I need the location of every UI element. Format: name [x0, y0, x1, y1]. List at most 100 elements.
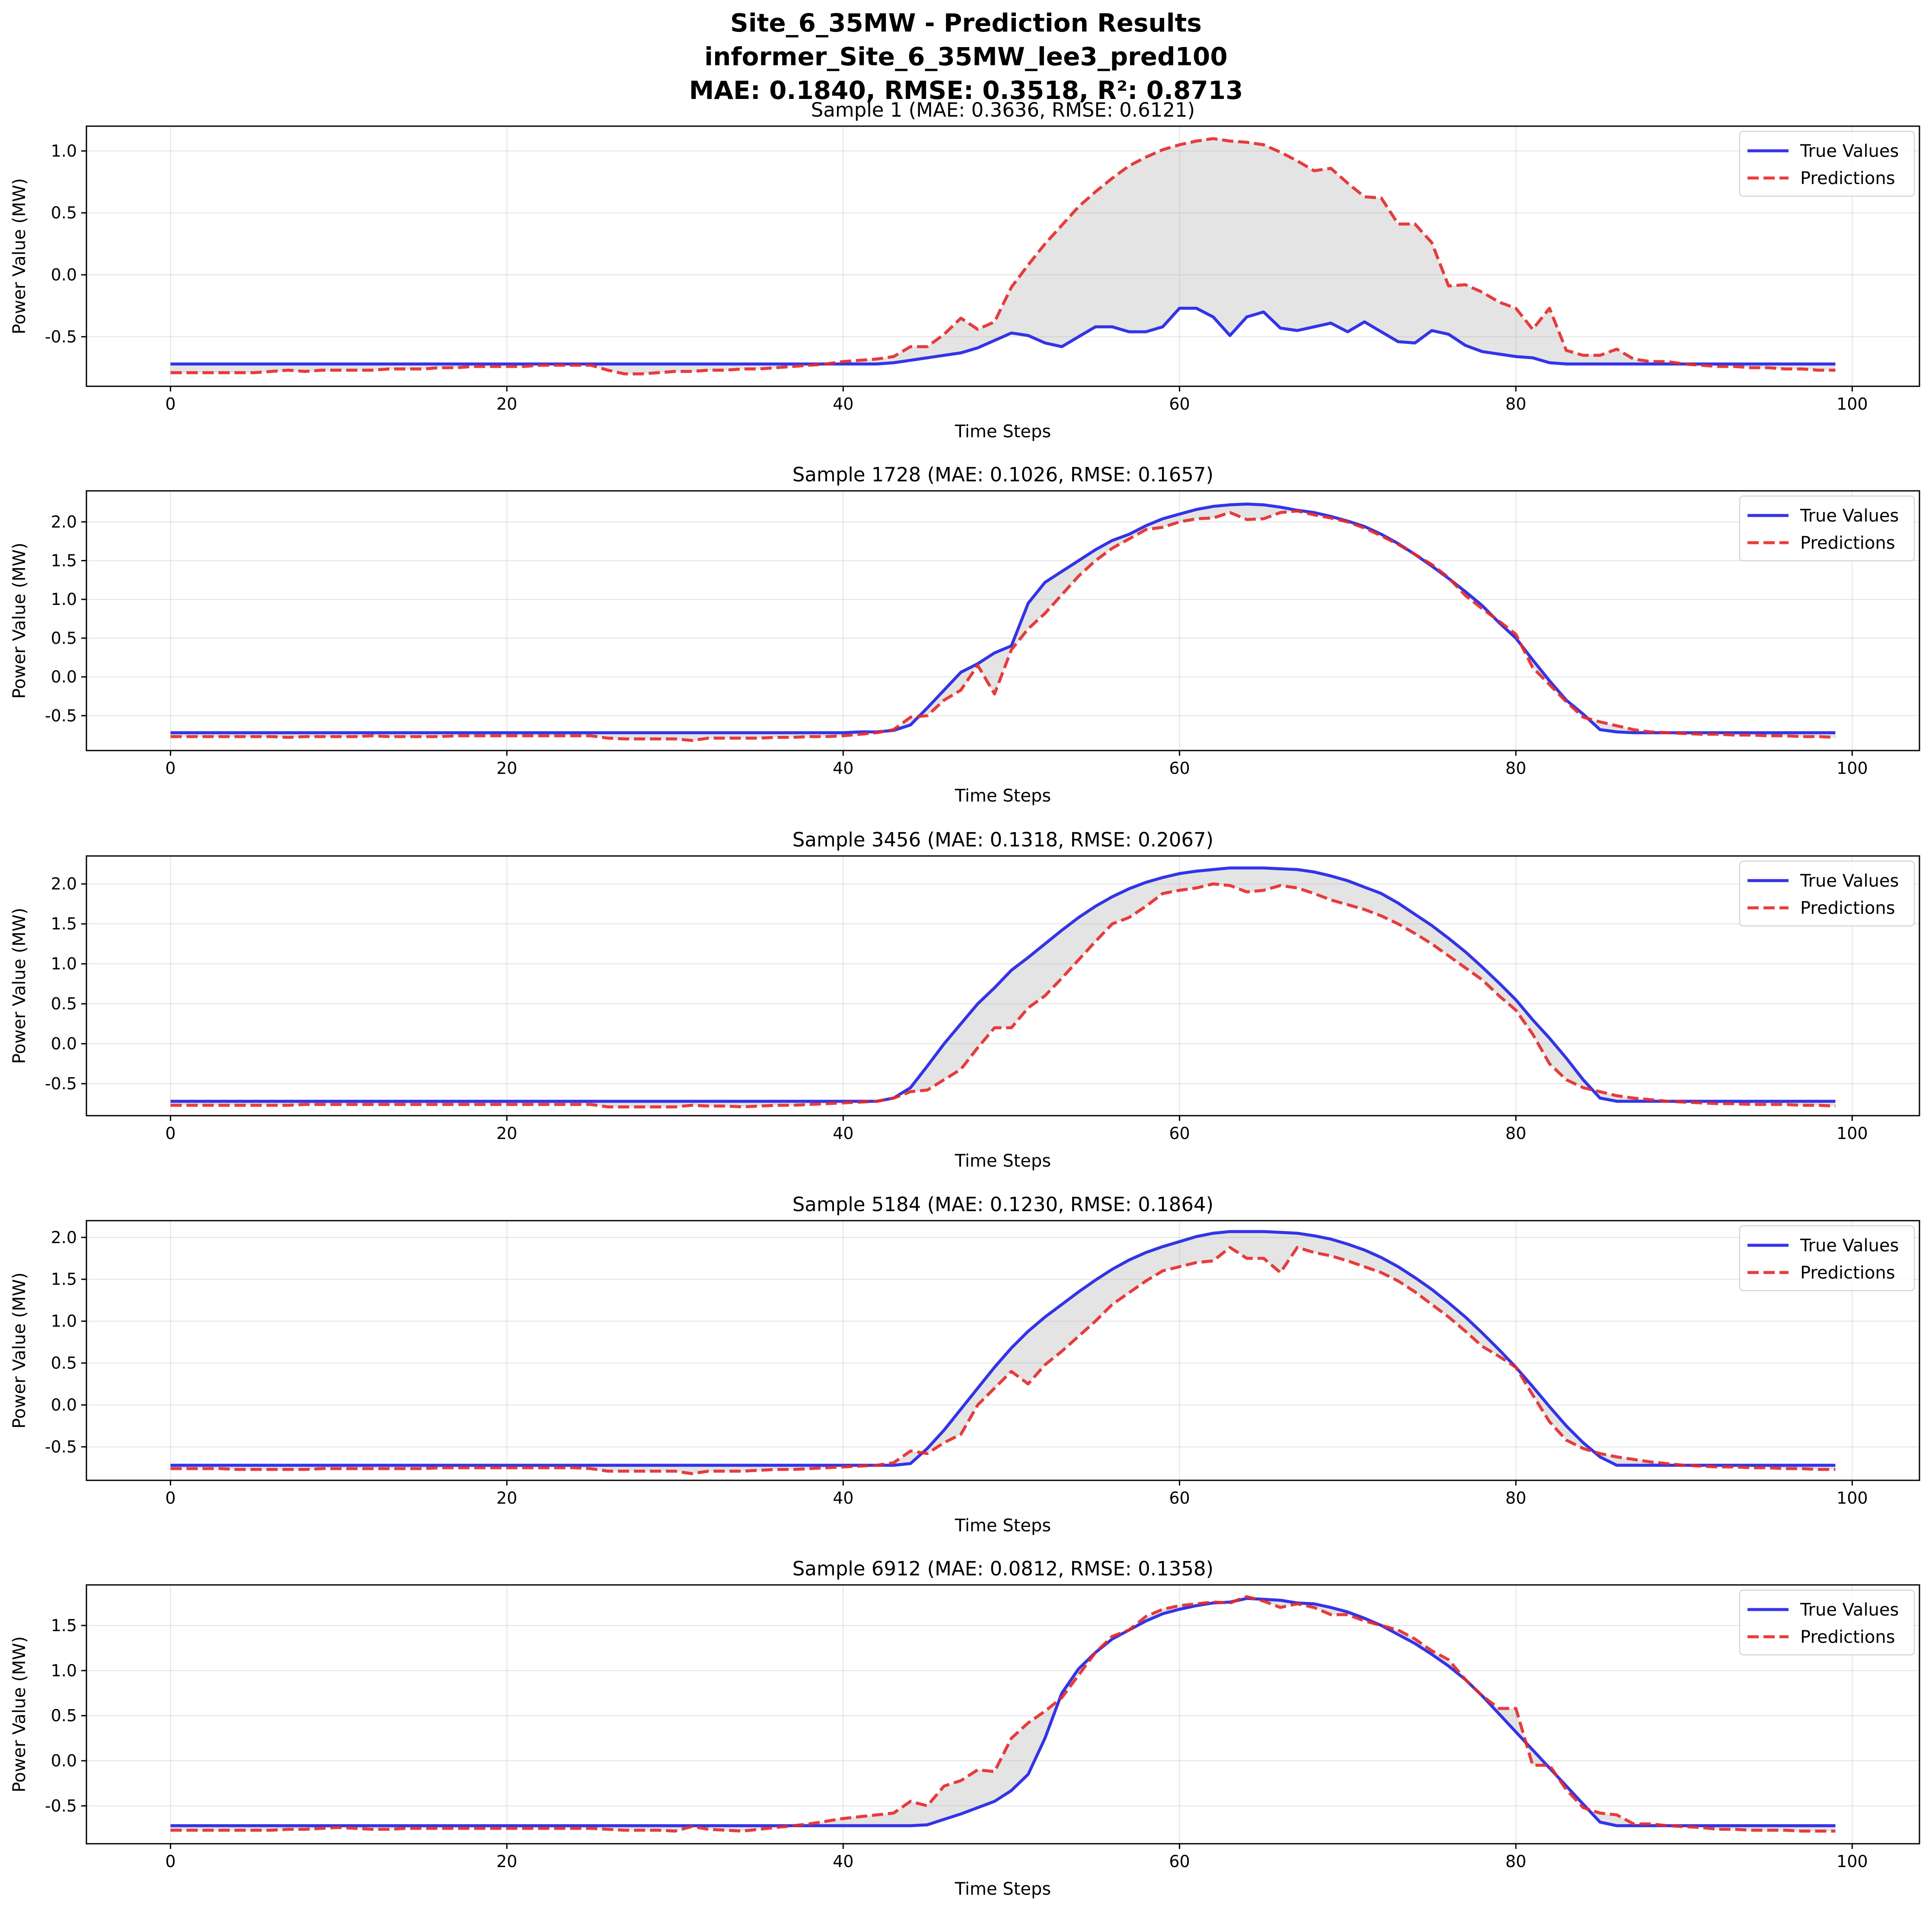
true-values-line: [170, 306, 1836, 366]
legend-predictions-label: Predictions: [1800, 533, 1895, 553]
y-tick-label: 2.0: [51, 512, 77, 531]
legend-true-values-label: True Values: [1800, 141, 1899, 161]
figure-title-line-2: informer_Site_6_35MW_lee3_pred100: [704, 42, 1228, 71]
y-tick-label: 1.0: [51, 590, 77, 609]
legend-predictions-label: Predictions: [1800, 898, 1895, 918]
x-tick-label: 40: [833, 1124, 853, 1143]
x-tick-label: 80: [1505, 1124, 1526, 1143]
x-tick-label: 0: [165, 1852, 175, 1871]
error-fill-area: [170, 1597, 1836, 1831]
x-tick-label: 20: [497, 1489, 517, 1508]
y-tick-label: 0.5: [51, 1706, 77, 1725]
panel-title: Sample 1 (MAE: 0.3636, RMSE: 0.6121): [811, 99, 1195, 121]
legend-box: [1739, 1225, 1915, 1291]
x-tick-label: 80: [1505, 759, 1526, 778]
legend-true-values-label: True Values: [1800, 1236, 1899, 1256]
y-tick-label: 0.5: [51, 1354, 77, 1373]
y-tick-label: 1.0: [51, 141, 77, 160]
x-tick-label: 60: [1169, 394, 1190, 414]
chart-panel-1: Sample 1 (MAE: 0.3636, RMSE: 0.6121) 0 20 4…: [10, 99, 1920, 442]
x-tick-label: 80: [1505, 1852, 1526, 1871]
plot-frame: [86, 1220, 1920, 1481]
x-tick-label: 100: [1837, 759, 1868, 778]
y-tick-label: 1.0: [51, 1312, 77, 1331]
y-tick-label: -0.5: [45, 1437, 77, 1456]
true-values-line: [170, 1597, 1836, 1827]
legend: True Values Predictions: [1739, 131, 1915, 197]
predictions-line: [170, 509, 1836, 742]
plot-frame: [86, 125, 1920, 387]
y-tick-label: 0.0: [51, 265, 77, 284]
x-tick-label: 0: [165, 394, 175, 414]
legend: True Values Predictions: [1739, 861, 1915, 926]
y-tick-label: 0.0: [51, 668, 77, 687]
error-fill-area: [170, 504, 1836, 741]
true-values-line: [170, 1230, 1836, 1467]
y-tick-label: -0.5: [45, 1074, 77, 1093]
x-axis-label: Time Steps: [955, 1516, 1051, 1536]
y-axis-label: Power Value (MW): [10, 543, 29, 699]
x-tick-label: 80: [1505, 394, 1526, 414]
x-axis-label: Time Steps: [955, 1151, 1051, 1171]
x-tick-label: 100: [1837, 1852, 1868, 1871]
x-tick-label: 100: [1837, 1124, 1868, 1143]
legend: True Values Predictions: [1739, 1590, 1915, 1655]
panel-title: Sample 5184 (MAE: 0.1230, RMSE: 0.1864): [793, 1193, 1214, 1216]
x-axis-label: Time Steps: [955, 1879, 1051, 1899]
legend: True Values Predictions: [1739, 1225, 1915, 1291]
x-tick-label: 20: [497, 394, 517, 414]
legend-box: [1739, 496, 1915, 561]
panel-title: Sample 1728 (MAE: 0.1026, RMSE: 0.1657): [793, 463, 1214, 486]
x-tick-label: 40: [833, 394, 853, 414]
y-tick-label: -0.5: [45, 706, 77, 725]
y-tick-label: 1.5: [51, 1616, 77, 1635]
y-tick-label: 2.0: [51, 875, 77, 894]
y-axis-label: Power Value (MW): [10, 1636, 29, 1792]
chart-panel-5: Sample 6912 (MAE: 0.0812, RMSE: 0.1358) 0…: [10, 1557, 1920, 1899]
error-fill-area: [170, 138, 1836, 374]
y-tick-label: 0.0: [51, 1751, 77, 1770]
y-tick-label: 1.0: [51, 954, 77, 973]
y-tick-label: -0.5: [45, 327, 77, 346]
legend-box: [1739, 861, 1915, 926]
true-values-line: [170, 503, 1836, 735]
x-tick-label: 40: [833, 1489, 853, 1508]
legend-true-values-label: True Values: [1800, 871, 1899, 891]
chart-panel-4: Sample 5184 (MAE: 0.1230, RMSE: 0.1864) 0…: [10, 1193, 1920, 1536]
panel-title: Sample 3456 (MAE: 0.1318, RMSE: 0.2067): [793, 828, 1214, 851]
predictions-line: [170, 1595, 1836, 1833]
legend-predictions-label: Predictions: [1800, 169, 1895, 188]
panel-title: Sample 6912 (MAE: 0.0812, RMSE: 0.1358): [793, 1557, 1214, 1580]
x-tick-label: 40: [833, 1852, 853, 1871]
y-axis-label: Power Value (MW): [10, 1273, 29, 1428]
x-tick-label: 60: [1169, 759, 1190, 778]
legend: True Values Predictions: [1739, 496, 1915, 561]
y-tick-label: 2.0: [51, 1228, 77, 1247]
error-fill-area: [170, 868, 1836, 1107]
y-tick-label: 0.5: [51, 629, 77, 648]
legend-box: [1739, 1590, 1915, 1655]
figure-title-line-3: MAE: 0.1840, RMSE: 0.3518, R²: 0.8713: [689, 76, 1243, 105]
plot-frame: [86, 490, 1920, 751]
y-tick-label: 1.0: [51, 1661, 77, 1680]
x-tick-label: 0: [165, 1124, 175, 1143]
y-tick-label: 0.5: [51, 204, 77, 223]
y-tick-label: 1.5: [51, 551, 77, 570]
chart-panel-3: Sample 3456 (MAE: 0.1318, RMSE: 0.2067) 0…: [10, 828, 1920, 1171]
y-tick-label: 1.5: [51, 1270, 77, 1289]
y-tick-label: 0.5: [51, 994, 77, 1013]
x-tick-label: 20: [497, 759, 517, 778]
y-tick-label: 1.5: [51, 914, 77, 933]
x-tick-label: 40: [833, 759, 853, 778]
chart-panel-2: Sample 1728 (MAE: 0.1026, RMSE: 0.1657) 0…: [10, 463, 1920, 806]
x-tick-label: 20: [497, 1852, 517, 1871]
legend-box: [1739, 131, 1915, 197]
x-tick-label: 60: [1169, 1124, 1190, 1143]
y-axis-label: Power Value (MW): [10, 908, 29, 1064]
x-axis-label: Time Steps: [955, 422, 1051, 442]
legend-true-values-label: True Values: [1800, 1600, 1899, 1620]
legend-predictions-label: Predictions: [1800, 1263, 1895, 1283]
predictions-line: [170, 1246, 1836, 1475]
plot-frame: [86, 855, 1920, 1117]
